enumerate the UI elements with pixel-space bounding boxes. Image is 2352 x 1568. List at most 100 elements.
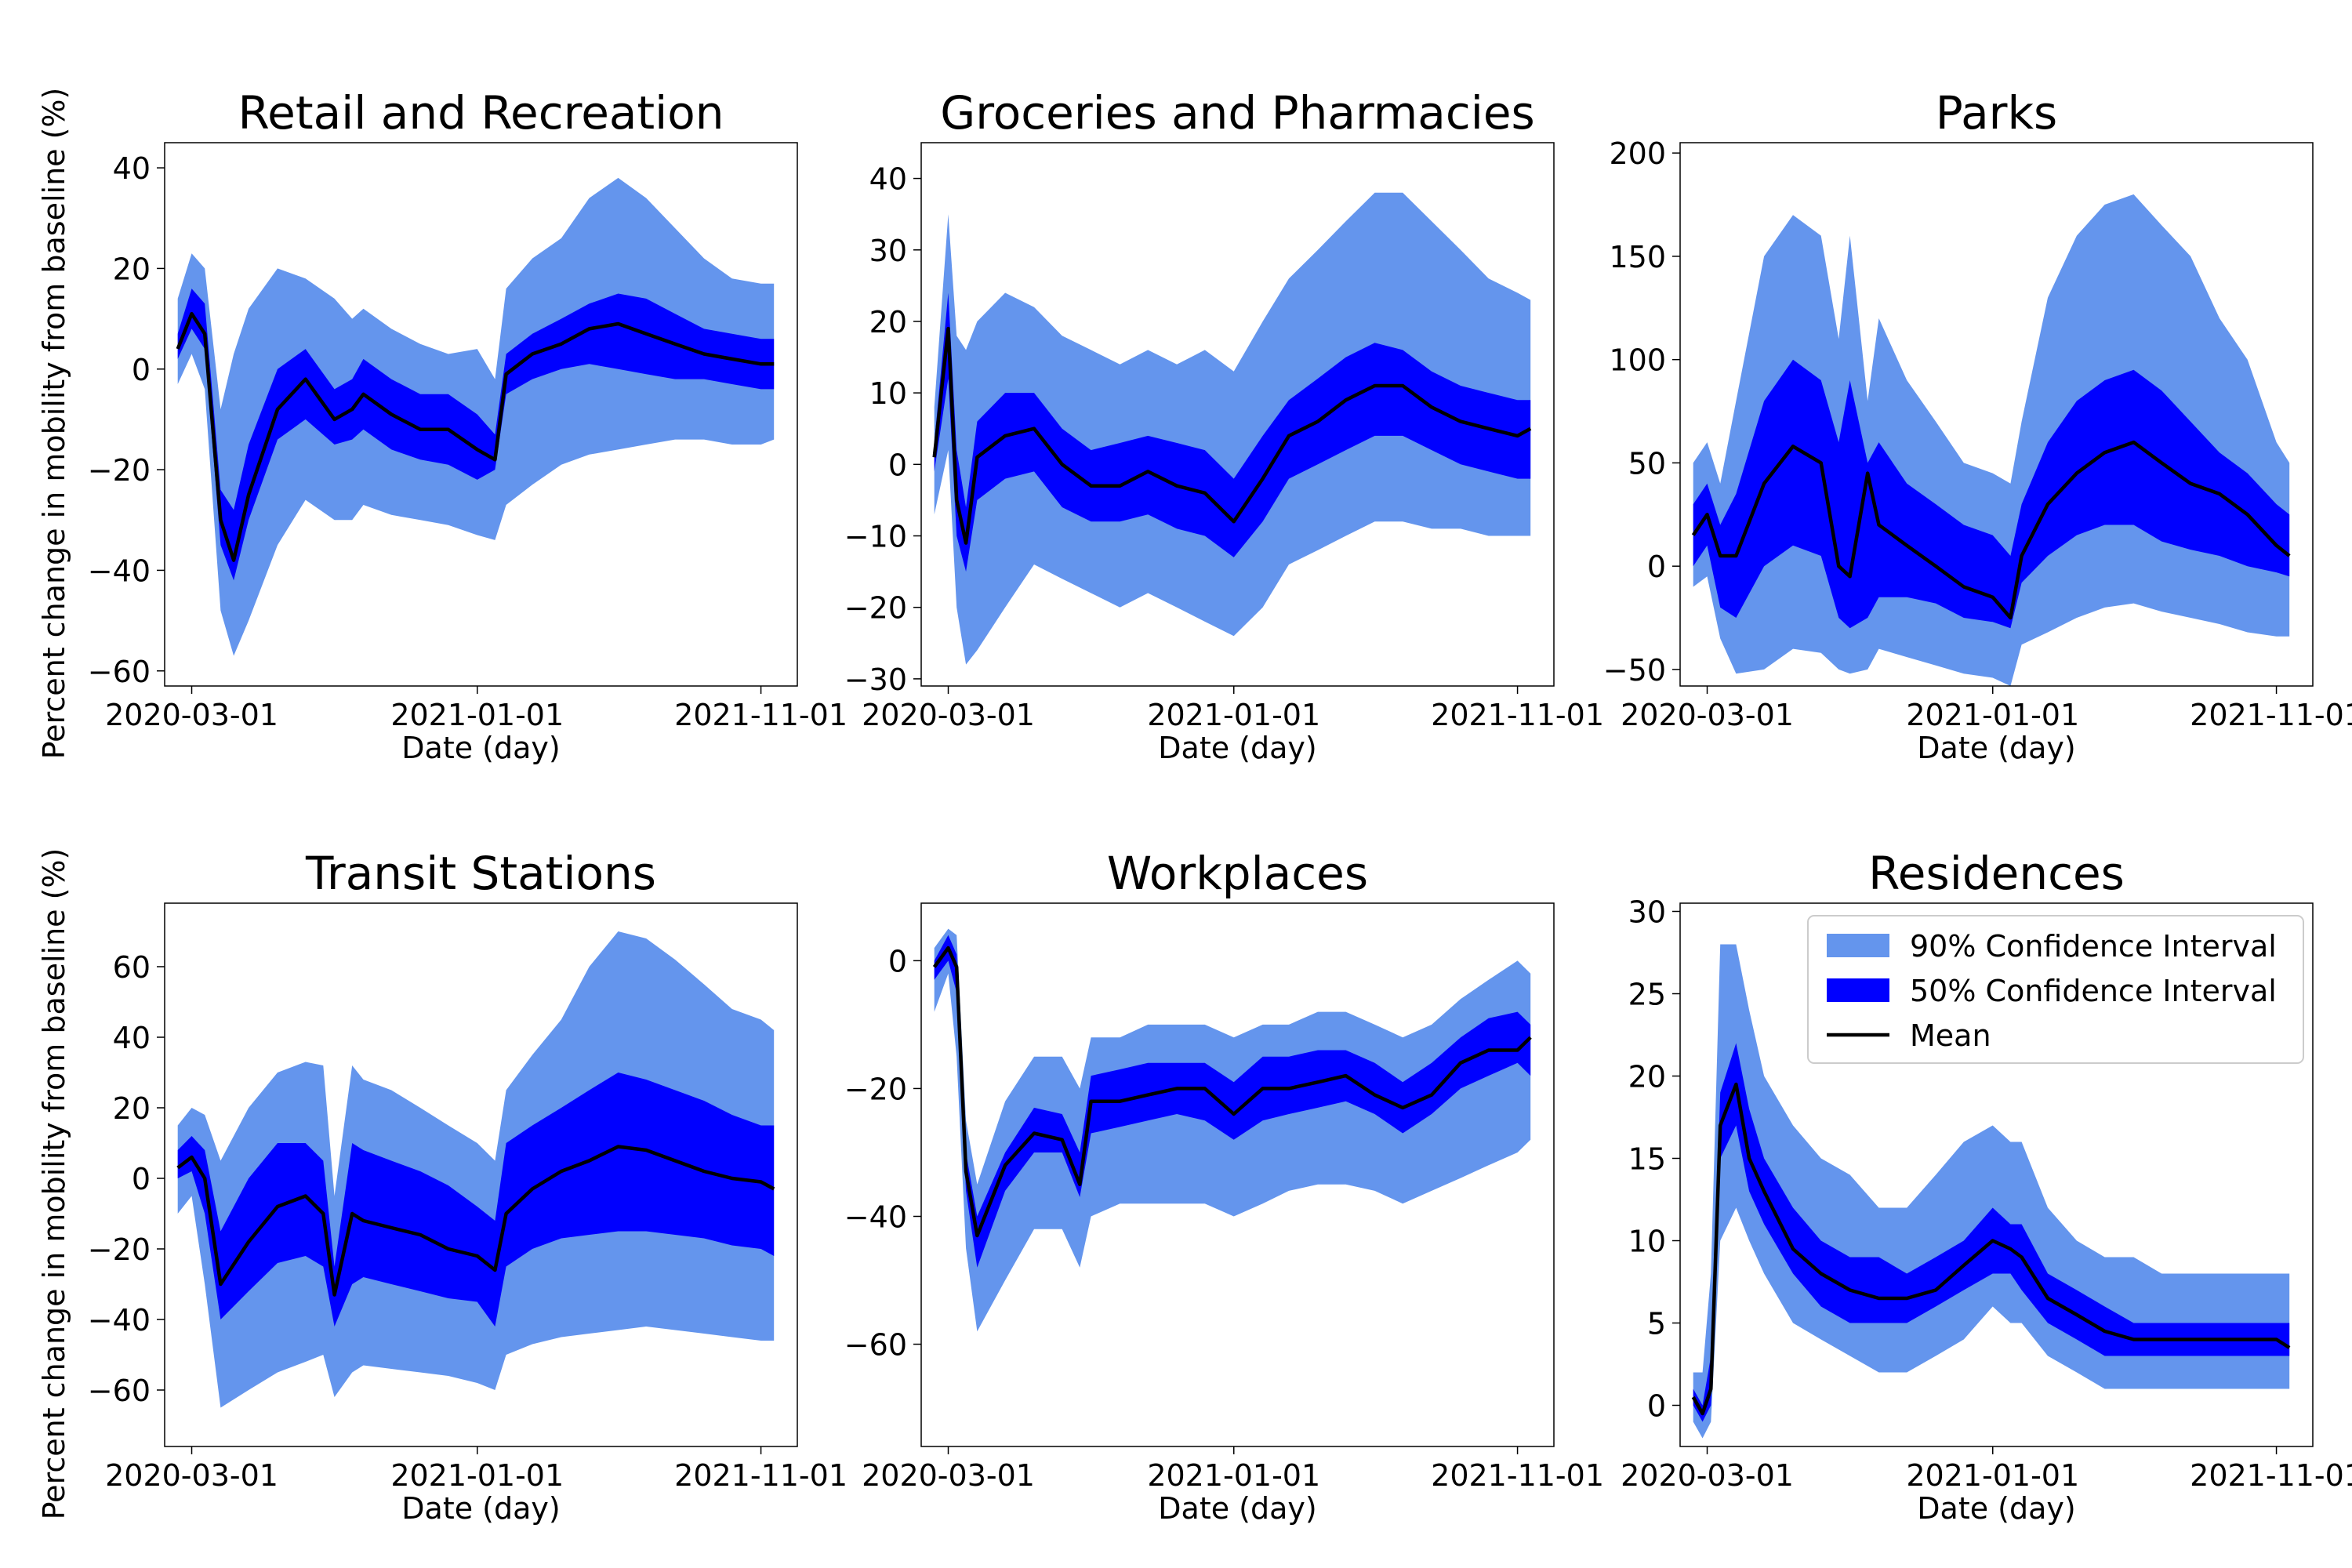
y-tick-label: 40 [869,162,907,197]
y-tick-label: 0 [132,353,151,387]
y-tick-label: 0 [888,448,907,482]
axes-frame [1679,902,2314,1447]
figure-y-axis-label-bottom: Percent change in mobility from baseline… [37,848,71,1520]
y-tick-label: −60 [844,1328,907,1363]
mean-line [176,1145,775,1297]
figure-y-axis-label-top: Percent change in mobility from baseline… [37,88,71,760]
panel-transit-stations: Transit Stations −60 −40 −20 0 20 40 60 2020-03-… [88,847,848,1526]
y-tick-label: 150 [1609,240,1666,274]
panel-title: Workplaces [1107,847,1368,900]
ci50-band [1693,1043,2290,1422]
x-axis-label: Date (day) [1917,1491,2075,1526]
plot-area [932,928,1532,1332]
x-tick-label: 2021-01-01 [390,698,564,732]
x-axis-label: Date (day) [401,1491,560,1526]
x-tick-label: 2021-01-01 [1906,698,2079,732]
ci50-band [934,292,1531,572]
y-tick-label: 10 [1628,1225,1666,1259]
y-tick-label: 15 [1628,1142,1666,1177]
y-tick-label: −20 [844,1072,907,1106]
y-tick-label: −40 [88,554,151,588]
mean-line [1691,1082,2291,1416]
x-tick-label: 2021-01-01 [1147,698,1320,732]
y-tick-label: 30 [1628,895,1666,930]
x-axis-label: Date (day) [401,731,560,765]
ci90-band [934,192,1531,665]
y-tick-label: −20 [88,1232,151,1267]
panel-workplaces: Workplaces −60 −40 −20 0 2020-03-01 2021-01-01… [844,847,1604,1526]
panel-groceries-and-pharmacies: Groceries and Pharmacies −30 −20 −10 0 10 20 30… [844,86,1604,765]
x-tick-label: 2020-03-01 [862,698,1035,732]
x-tick-label: 2020-03-01 [105,1458,278,1493]
x-axis-label: Date (day) [1158,1491,1316,1526]
x-tick-label: 2020-03-01 [1621,698,1794,732]
legend-label: 90% Confidence Interval [1910,929,2277,964]
legend-swatch [1827,934,1889,957]
ci50-band [934,935,1531,1268]
x-tick-label: 2020-03-01 [862,1458,1035,1493]
y-tick-label: 40 [113,1021,151,1055]
y-tick-label: 20 [113,252,151,286]
legend-label: 50% Confidence Interval [1910,974,2277,1008]
y-tick-label: −40 [88,1303,151,1338]
y-tick-label: 0 [888,944,907,978]
y-tick-label: −60 [88,1374,151,1408]
y-tick-label: −20 [844,591,907,626]
axes-frame [164,142,798,687]
mean-line [176,311,775,562]
x-tick-label: 2021-01-01 [1906,1458,2079,1493]
x-axis-label: Date (day) [1917,731,2075,765]
plot-area [1691,194,2291,686]
y-tick-label: −40 [844,1200,907,1234]
panel-residences: Residences 0 5 10 15 20 25 30 2020-03-01 2021-01-… [1621,847,2352,1526]
y-tick-label: −30 [844,662,907,697]
mean-line [932,326,1532,545]
panel-title: Residences [1868,847,2125,900]
panel-title: Parks [1936,86,2058,140]
ci50-band [177,1073,775,1327]
x-tick-label: 2021-11-01 [674,698,848,732]
y-tick-label: −10 [844,520,907,554]
mean-line [932,946,1532,1238]
y-tick-label: −60 [88,655,151,689]
y-tick-label: 20 [1628,1060,1666,1094]
y-tick-label: 5 [1647,1307,1666,1341]
y-tick-label: 60 [113,950,151,985]
y-tick-label: 40 [113,151,151,186]
legend-label: Mean [1910,1018,1991,1053]
panels-group: Retail and Recreation −60 −40 −20 0 20 40 2020-… [88,86,2352,1526]
ci50-band [177,289,775,581]
x-tick-label: 2021-11-01 [674,1458,848,1493]
panel-title: Groceries and Pharmacies [940,86,1534,140]
x-tick-label: 2021-01-01 [390,1458,564,1493]
mean-line [1691,440,2291,620]
x-tick-label: 2021-11-01 [1431,1458,1604,1493]
y-tick-label: 30 [869,234,907,268]
x-tick-label: 2021-11-01 [2190,698,2352,732]
panel-parks: Parks −50 0 50 100 150 200 2020-03-01 2021-01-01… [1603,86,2352,765]
y-tick-label: 200 [1609,136,1666,171]
panel-title: Transit Stations [305,847,656,900]
legend: 90% Confidence Interval 50% Confidence In… [1807,915,2304,1064]
y-tick-label: −20 [88,453,151,488]
plot-area [176,931,775,1408]
x-tick-label: 2021-01-01 [1147,1458,1320,1493]
axes-frame [920,142,1555,687]
plot-area [176,177,775,656]
panel-title: Retail and Recreation [238,86,724,140]
y-tick-label: 0 [1647,550,1666,584]
x-tick-label: 2020-03-01 [1621,1458,1794,1493]
legend-swatch [1827,978,1889,1002]
y-tick-label: 0 [132,1162,151,1196]
x-tick-label: 2020-03-01 [105,698,278,732]
y-tick-label: −50 [1603,653,1666,688]
axes-frame [1679,142,2314,687]
x-axis-label: Date (day) [1158,731,1316,765]
panel-retail-and-recreation: Retail and Recreation −60 −40 −20 0 20 40 2020-… [88,86,848,765]
y-tick-label: 25 [1628,978,1666,1012]
x-tick-label: 2021-11-01 [1431,698,1604,732]
axes-frame [164,902,798,1447]
y-tick-label: 20 [869,305,907,339]
y-tick-label: 100 [1609,343,1666,378]
